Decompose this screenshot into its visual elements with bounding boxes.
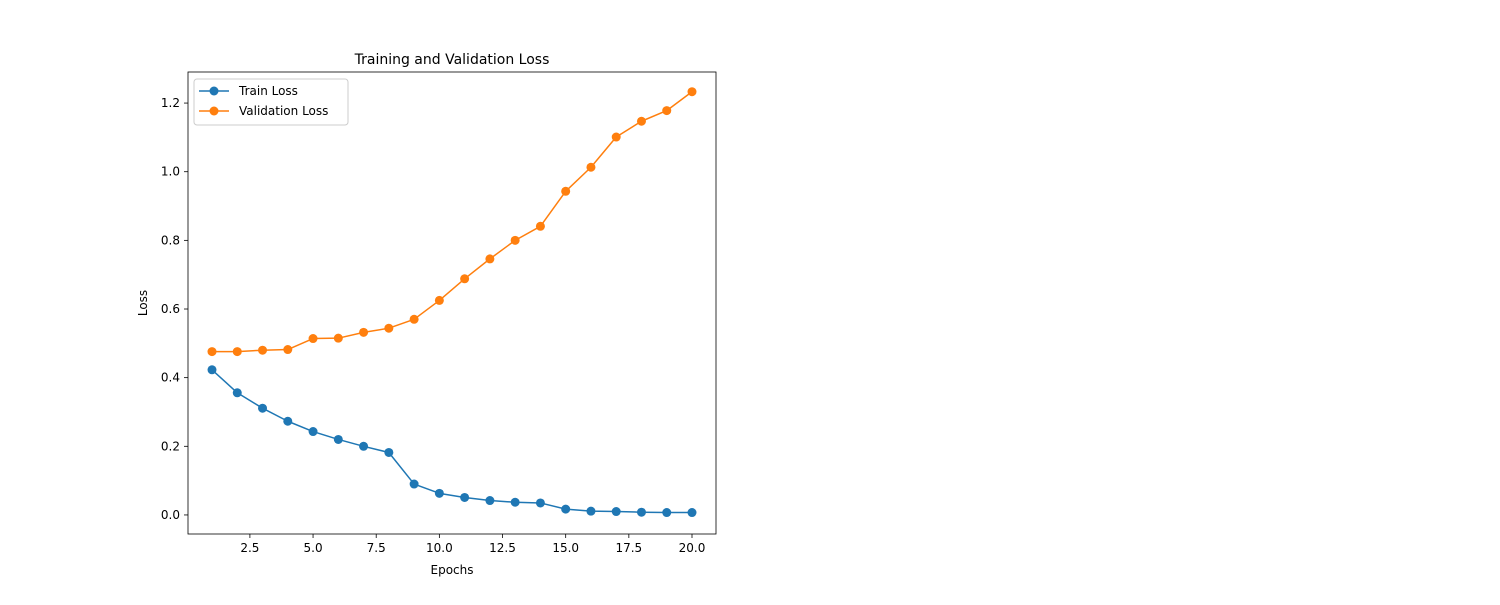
legend-marker-1: [209, 106, 219, 116]
y-tick-label: 1.0: [161, 165, 180, 179]
data-point: [510, 497, 520, 507]
y-tick-label: 0.8: [161, 233, 180, 247]
data-point: [636, 507, 646, 517]
legend-marker-0: [209, 86, 219, 96]
data-point: [460, 274, 470, 284]
legend-box: [193, 78, 349, 126]
data-point: [258, 403, 268, 413]
data-point: [283, 345, 293, 355]
data-point: [207, 365, 217, 375]
plot-frame: [187, 71, 717, 535]
axes-layer: 2.5 5.0 7.5 10.0 12.5 15.0 17.5 20.0 0.0 0.2 0.4 0.…: [161, 71, 717, 555]
x-tick-label: 10.0: [426, 541, 453, 555]
data-point: [207, 347, 217, 357]
y-axis-label: Loss: [136, 290, 150, 316]
x-tick-label: 12.5: [489, 541, 516, 555]
data-point: [460, 492, 470, 502]
x-tick-label: 5.0: [304, 541, 323, 555]
y-tick-label: 0.0: [161, 508, 180, 522]
legend: Train Loss Validation Loss: [193, 78, 349, 126]
data-point: [586, 506, 596, 516]
data-point: [409, 479, 419, 489]
x-tick-label: 20.0: [679, 541, 706, 555]
data-point: [333, 434, 343, 444]
x-tick-label: 17.5: [615, 541, 642, 555]
data-point: [535, 498, 545, 508]
chart-title: Training and Validation Loss: [354, 52, 550, 68]
data-point: [283, 416, 293, 426]
plot-area-background: [188, 72, 716, 534]
data-point: [561, 504, 571, 514]
data-point: [510, 235, 520, 245]
y-tick-label: 0.6: [161, 302, 180, 316]
x-tick-label: 7.5: [367, 541, 386, 555]
data-point: [687, 508, 697, 518]
data-point: [308, 334, 318, 344]
data-point: [485, 496, 495, 506]
y-tick-label: 0.4: [161, 371, 180, 385]
data-point: [586, 162, 596, 172]
data-point: [409, 314, 419, 324]
data-point: [636, 116, 646, 126]
data-point: [434, 295, 444, 305]
data-point: [308, 427, 318, 437]
series-layer: [207, 87, 697, 518]
data-point: [611, 132, 621, 142]
data-point: [258, 345, 268, 355]
data-point: [611, 507, 621, 517]
legend-label-0: Train Loss: [238, 84, 298, 98]
data-point: [384, 323, 394, 333]
data-point: [561, 186, 571, 196]
data-point: [359, 327, 369, 337]
series-line-1: [212, 91, 693, 353]
x-axis-label: Epochs: [431, 563, 474, 577]
y-tick-label: 0.2: [161, 439, 180, 453]
data-point: [662, 106, 672, 116]
y-tick-label: 1.2: [161, 96, 180, 110]
data-point: [535, 221, 545, 231]
data-point: [333, 333, 343, 343]
data-point: [359, 441, 369, 451]
data-point: [485, 254, 495, 264]
x-tick-label: 15.0: [552, 541, 579, 555]
data-point: [687, 87, 697, 97]
data-point: [232, 347, 242, 357]
data-point: [384, 447, 394, 457]
x-tick-label: 2.5: [240, 541, 259, 555]
data-point: [662, 508, 672, 518]
data-point: [232, 388, 242, 398]
data-point: [434, 488, 444, 498]
legend-label-1: Validation Loss: [239, 104, 328, 118]
